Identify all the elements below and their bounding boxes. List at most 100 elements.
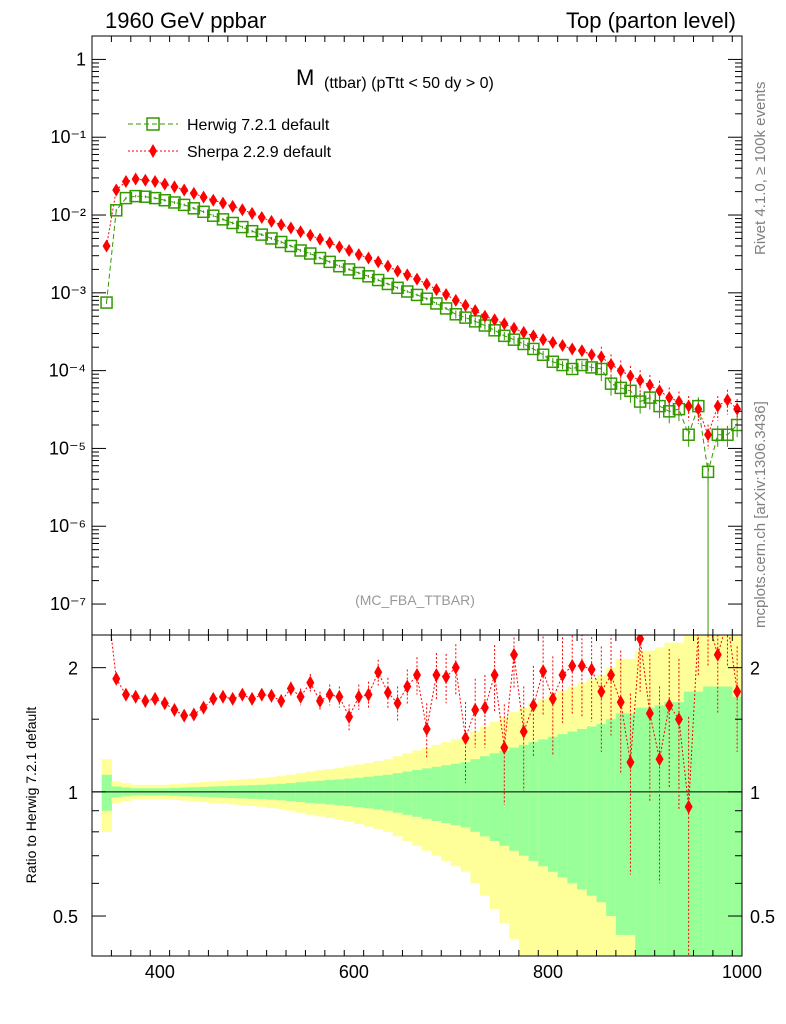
ratio-y-tick-label: 0.5 xyxy=(53,907,78,927)
sherpa-point xyxy=(704,428,713,442)
ratio-sherpa-point xyxy=(558,667,567,682)
ratio-sherpa-point xyxy=(238,687,247,702)
sherpa-point xyxy=(248,206,257,220)
ratio-band-green xyxy=(421,768,433,819)
y-tick-label: 10⁻³ xyxy=(50,283,86,303)
ratio-sherpa-point xyxy=(354,689,363,704)
herwig-point xyxy=(274,235,288,249)
ratio-band-green xyxy=(635,707,646,956)
legend-herwig-marker xyxy=(146,117,160,131)
ratio-sherpa-point xyxy=(170,702,179,717)
ratio-band-green xyxy=(373,775,384,810)
herwig-point xyxy=(633,395,647,408)
sherpa-point xyxy=(723,393,732,407)
ratio-band-green xyxy=(683,691,694,956)
ratio-sherpa-point xyxy=(209,691,218,706)
sherpa-point xyxy=(335,240,344,254)
header-left: 1960 GeV ppbar xyxy=(105,8,267,33)
ratio-sherpa-point xyxy=(374,665,383,680)
ratio-ylabel: Ratio to Herwig 7.2.1 default xyxy=(23,707,39,884)
herwig-point xyxy=(614,381,627,395)
herwig-point xyxy=(177,198,191,212)
herwig-point xyxy=(352,266,366,280)
herwig-point xyxy=(536,348,550,362)
herwig-point xyxy=(362,270,375,283)
sherpa-point xyxy=(684,399,693,413)
herwig-point xyxy=(207,209,220,222)
ratio-sherpa-point xyxy=(325,687,334,702)
ratio-band-green xyxy=(615,713,627,935)
sherpa-point xyxy=(374,255,383,269)
ratio-sherpa-point xyxy=(383,685,392,700)
ratio-sherpa-series xyxy=(103,588,742,956)
ratio-band-green xyxy=(402,771,413,815)
sherpa-point xyxy=(519,325,528,339)
sherpa-point xyxy=(432,283,441,297)
herwig-point xyxy=(459,311,472,324)
ratio-band-green xyxy=(392,773,403,813)
herwig-point xyxy=(624,384,637,398)
ratio-sherpa-point xyxy=(539,664,548,679)
ratio-band-green xyxy=(489,753,500,842)
ratio-sherpa-point xyxy=(103,588,111,602)
sherpa-point xyxy=(383,259,392,273)
herwig-point xyxy=(565,362,579,376)
ratio-sherpa-point xyxy=(335,689,344,704)
herwig-point xyxy=(197,205,210,219)
sherpa-point xyxy=(189,186,198,200)
herwig-point xyxy=(265,232,278,245)
ratio-sherpa-point xyxy=(733,684,742,699)
herwig-point xyxy=(711,428,724,441)
ratio-band-green xyxy=(344,778,355,807)
herwig-point xyxy=(342,263,356,276)
ratio-band-green xyxy=(625,713,636,935)
herwig-point xyxy=(643,391,657,404)
ratio-band-green xyxy=(441,765,452,824)
sherpa-point xyxy=(577,344,586,358)
main-plot-series xyxy=(100,172,742,635)
ratio-sherpa-point xyxy=(587,662,596,677)
ratio-sherpa-point xyxy=(131,689,140,704)
y-tick-label: 10⁻¹ xyxy=(50,127,86,147)
header-right: Top (parton level) xyxy=(566,8,736,33)
sherpa-point xyxy=(558,339,567,353)
x-tick-label: 800 xyxy=(533,962,563,982)
ratio-band-green xyxy=(547,736,559,872)
ratio-band-green xyxy=(693,691,704,956)
ratio-sherpa-point xyxy=(665,698,674,713)
herwig-point xyxy=(284,239,298,253)
herwig-point xyxy=(216,213,230,226)
ratio-sherpa-point xyxy=(519,724,528,739)
ratio-sherpa-point xyxy=(655,752,664,767)
sherpa-point xyxy=(490,313,499,327)
sherpa-point xyxy=(354,248,363,262)
herwig-point xyxy=(721,428,734,441)
herwig-point xyxy=(401,285,414,298)
sherpa-point xyxy=(141,173,150,187)
sherpa-point xyxy=(102,239,111,253)
legend-herwig-label: Herwig 7.2.1 default xyxy=(187,117,330,134)
sherpa-point xyxy=(131,172,140,186)
x-tick-label: 400 xyxy=(145,962,175,982)
herwig-point xyxy=(255,228,269,241)
sherpa-point xyxy=(461,298,470,312)
ratio-sherpa-point xyxy=(345,709,354,724)
ratio-band-green xyxy=(450,763,462,826)
herwig-point xyxy=(585,361,598,374)
herwig-point xyxy=(187,202,201,215)
ratio-sherpa-point xyxy=(577,658,586,673)
herwig-point xyxy=(420,292,433,305)
ratio-sherpa-point xyxy=(480,700,489,715)
ratio-band-green xyxy=(509,747,520,851)
ratio-sherpa-point xyxy=(286,681,295,696)
ratio-sherpa-point xyxy=(199,700,208,715)
ratio-band-green xyxy=(538,739,549,867)
ratio-band-green xyxy=(577,729,588,890)
ratio-sherpa-point xyxy=(636,635,645,646)
ratio-sherpa-point xyxy=(548,691,557,706)
herwig-point xyxy=(730,418,742,432)
herwig-point xyxy=(381,277,395,291)
ratio-sherpa-line xyxy=(110,635,738,807)
sherpa-point xyxy=(151,174,160,188)
herwig-point xyxy=(158,193,172,207)
